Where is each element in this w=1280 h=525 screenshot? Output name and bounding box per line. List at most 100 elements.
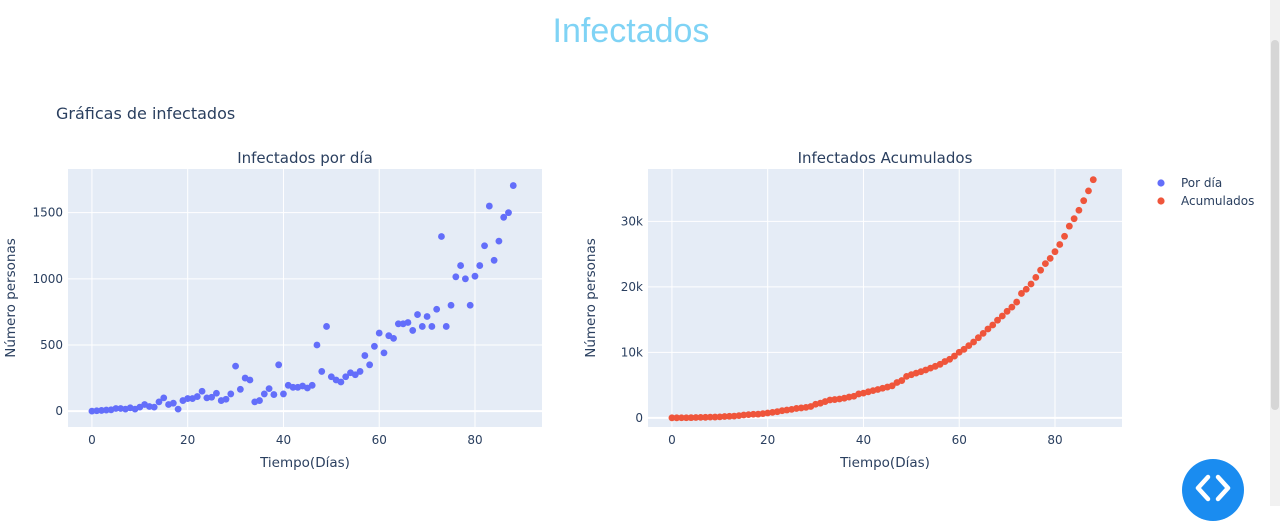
x-tick-label: 80 [1047, 433, 1062, 447]
data-point [356, 368, 364, 375]
data-point [433, 305, 441, 313]
x-tick-label: 60 [952, 433, 967, 447]
data-point [222, 395, 230, 403]
data-point [979, 329, 987, 337]
data-point [471, 272, 479, 280]
data-point [711, 413, 719, 421]
data-point [946, 355, 954, 363]
y-tick-label: 10k [621, 345, 643, 359]
data-point [102, 406, 110, 414]
legend-marker [1157, 179, 1165, 187]
chart-infectados-acumulados[interactable]: 0 20 40 60 80 0 10k 20k 30k Infectados Acumulados… [583, 149, 1122, 471]
x-tick-label: 0 [88, 433, 96, 447]
page-title: Infectados [552, 12, 710, 50]
data-point [461, 275, 469, 283]
data-point [308, 381, 316, 389]
data-point [351, 371, 359, 379]
data-point [1085, 187, 1092, 195]
data-point [1046, 254, 1054, 262]
data-point [687, 414, 695, 422]
x-tick-label: 60 [372, 433, 387, 447]
data-point [481, 242, 488, 250]
data-point [697, 414, 705, 421]
data-point [998, 312, 1006, 320]
data-point [1027, 280, 1035, 288]
data-point [93, 407, 101, 415]
y-tick-label: 30k [621, 214, 643, 228]
data-point [418, 323, 426, 330]
data-point [236, 385, 244, 393]
y-tick-label: 0 [635, 411, 643, 425]
vertical-scrollbar[interactable] [1270, 0, 1280, 506]
data-point [342, 373, 350, 381]
data-point [1089, 176, 1097, 184]
data-point [371, 342, 378, 350]
data-point [394, 320, 402, 328]
data-point [409, 327, 417, 334]
data-point [280, 390, 287, 398]
data-point [668, 414, 676, 422]
data-point [323, 323, 330, 330]
data-point [970, 338, 977, 346]
data-point [275, 361, 283, 369]
data-point [1032, 273, 1040, 281]
data-point [965, 342, 973, 349]
data-point [442, 323, 450, 330]
data-point [232, 362, 239, 370]
data-point [447, 301, 455, 309]
data-point [313, 341, 321, 349]
section-heading: Gráficas de infectados [56, 104, 236, 123]
data-point [1065, 222, 1073, 230]
x-tick-label: 80 [467, 433, 482, 447]
x-axis-title: Tiempo(Días) [259, 455, 350, 471]
data-point [318, 368, 326, 375]
data-point [112, 405, 120, 412]
data-point [337, 378, 345, 386]
data-point [888, 382, 896, 390]
data-point [227, 390, 235, 398]
data-point [989, 321, 997, 329]
data-point [500, 213, 508, 221]
data-point [749, 410, 757, 418]
data-point [495, 237, 503, 245]
code-toggle-button[interactable] [1182, 459, 1244, 521]
data-point [1008, 303, 1016, 311]
data-point [404, 319, 412, 326]
y-tick-label: 500 [40, 338, 63, 352]
data-point [1003, 307, 1011, 315]
chart-title: Infectados Acumulados [798, 149, 973, 167]
data-point [174, 405, 182, 413]
data-point [490, 256, 498, 264]
data-point [1041, 260, 1049, 268]
legend[interactable]: Por día Acumulados [1157, 176, 1254, 208]
data-point [1037, 266, 1045, 274]
data-point [974, 334, 982, 342]
chart-title: Infectados por día [237, 149, 373, 167]
x-tick-label: 40 [276, 433, 291, 447]
data-point [1022, 285, 1030, 293]
x-axis-title: Tiempo(Días) [839, 455, 930, 471]
x-tick-label: 0 [668, 433, 676, 447]
data-point [184, 395, 192, 402]
data-point [1051, 248, 1059, 256]
data-point [375, 329, 383, 337]
data-point [951, 352, 958, 360]
scrollbar-thumb[interactable] [1271, 40, 1279, 410]
data-point [1075, 206, 1083, 214]
data-point [169, 399, 177, 407]
data-point [270, 391, 278, 398]
data-point [1056, 241, 1064, 248]
data-point [673, 414, 681, 422]
data-point [428, 323, 436, 330]
code-brackets-icon [1195, 474, 1231, 502]
data-point [246, 376, 254, 384]
data-point [457, 262, 465, 269]
chart-infectados-por-dia[interactable]: 0 20 40 60 80 0 500 1000 1500 Infectados por día T… [3, 149, 542, 471]
legend-marker [1157, 197, 1165, 205]
data-point [256, 397, 263, 404]
data-point [1080, 197, 1088, 205]
y-tick-label: 1000 [32, 272, 63, 286]
data-point [265, 385, 273, 393]
x-tick-label: 20 [180, 433, 195, 447]
data-point [725, 412, 733, 420]
